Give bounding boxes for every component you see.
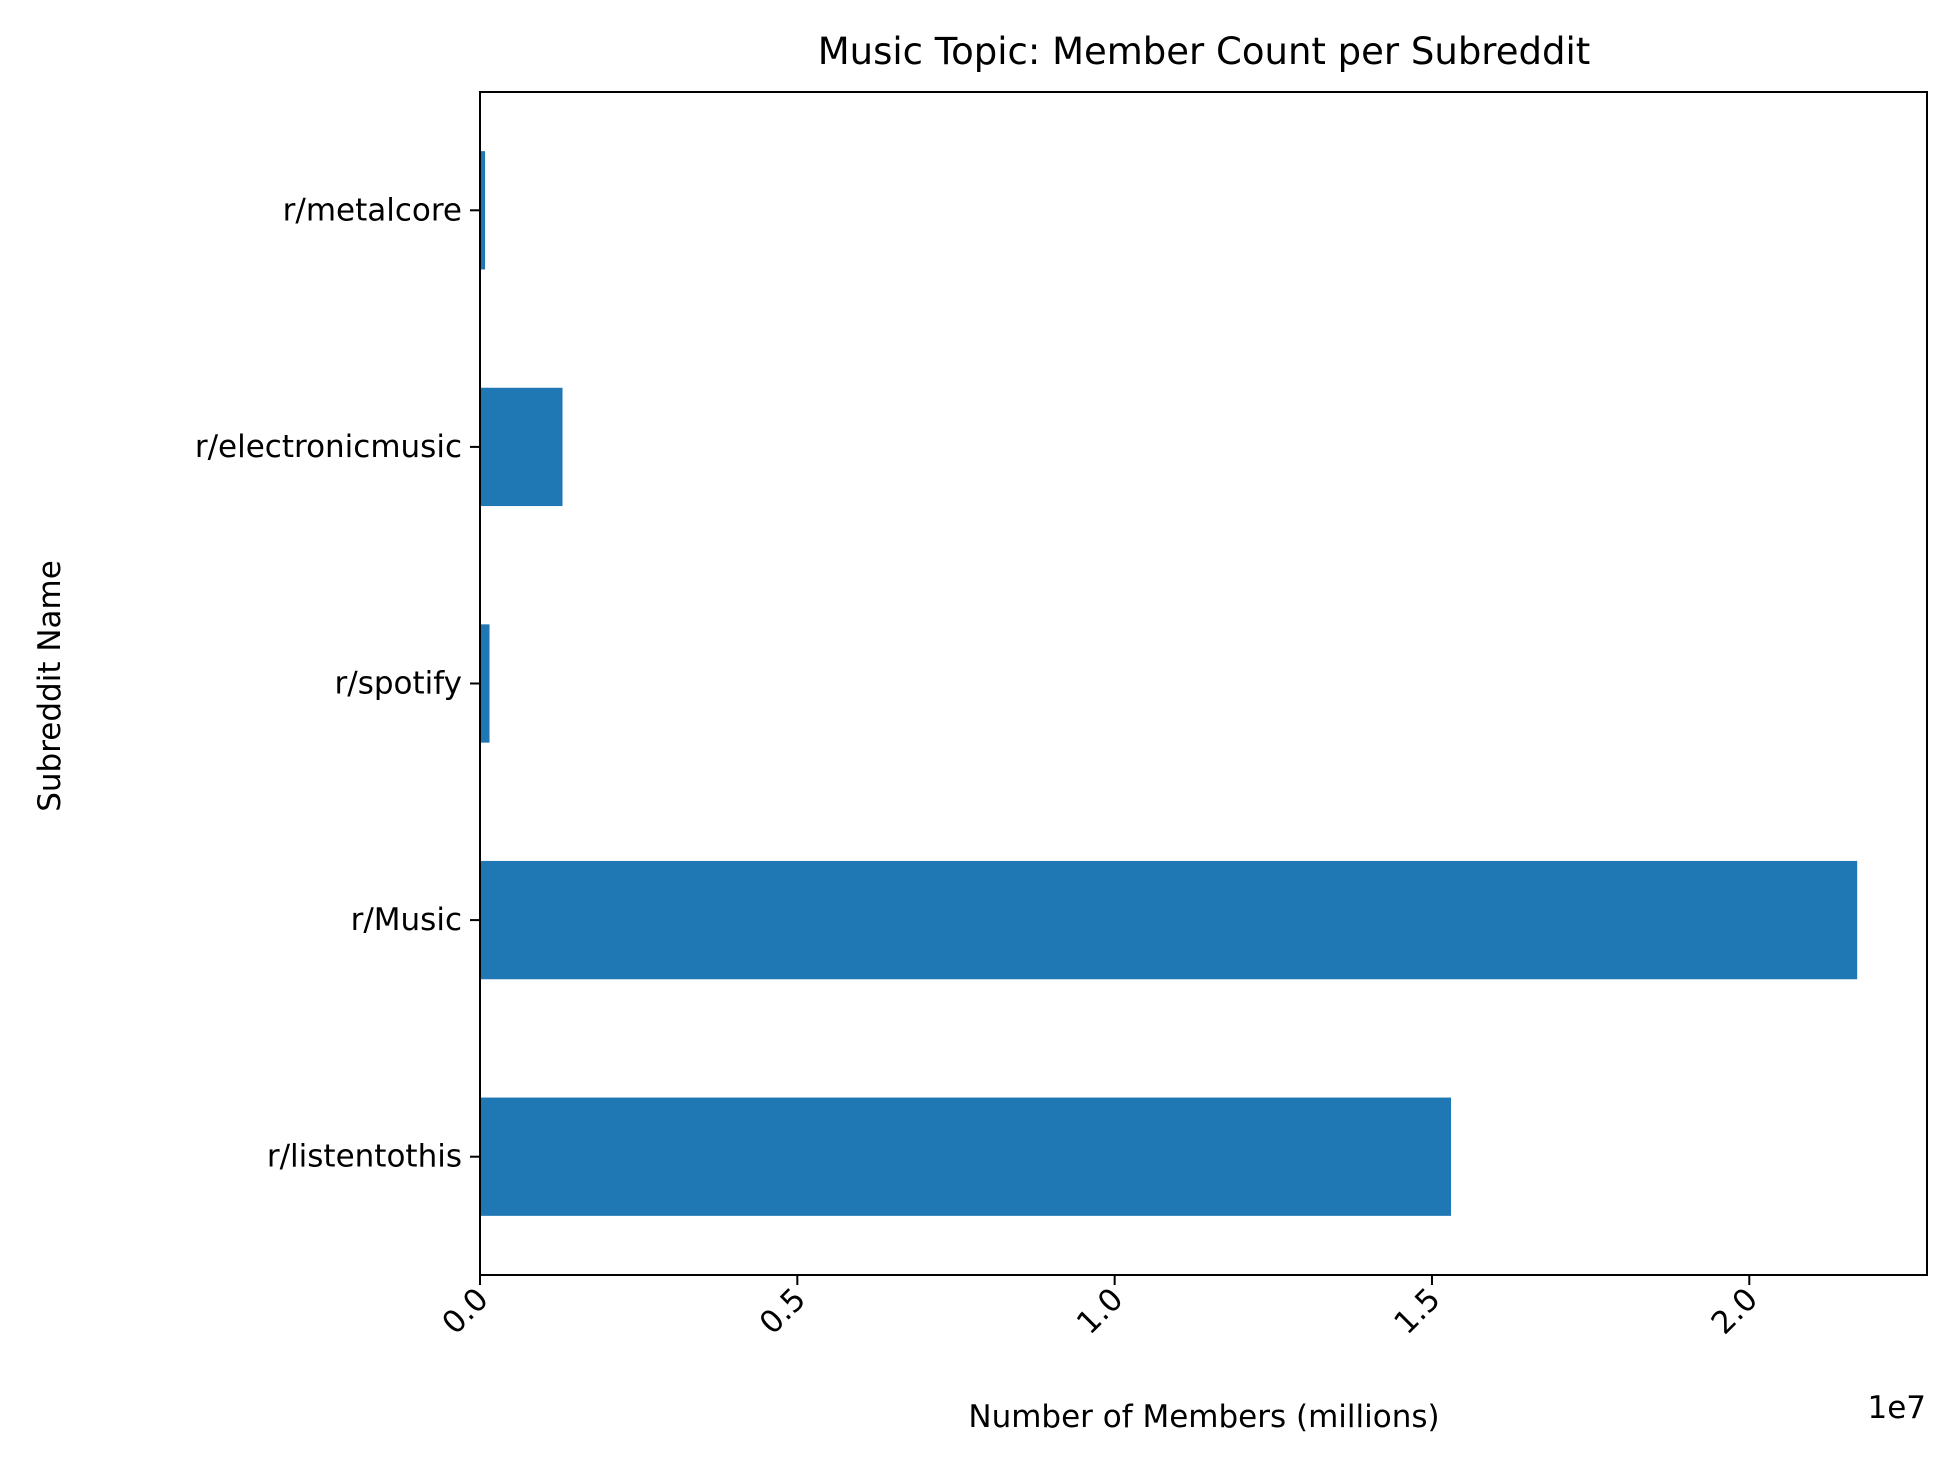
bar-r-music <box>480 860 1858 980</box>
y-tick-label: r/listentothis <box>267 1139 462 1175</box>
chart-title: Music Topic: Member Count per Subreddit <box>818 30 1590 73</box>
bar-r-electronicmusic <box>480 387 563 507</box>
bar-r-metalcore <box>480 151 486 270</box>
bar-r-spotify <box>480 624 490 743</box>
bar-r-listentothis <box>480 1097 1452 1216</box>
y-tick-label: r/electronicmusic <box>195 429 462 465</box>
bars-group <box>480 151 1858 1216</box>
y-ticks-group: r/listentothis r/Music r/spotify r/electron… <box>195 192 480 1175</box>
y-tick-label: r/Music <box>351 902 462 938</box>
y-tick-label: r/spotify <box>335 666 462 702</box>
y-axis-label: Subreddit Name <box>32 560 68 812</box>
x-axis-label: Number of Members (millions) <box>968 1399 1439 1435</box>
y-tick-label: r/metalcore <box>283 192 462 228</box>
x-axis-offset-text: 1e7 <box>1867 1390 1926 1426</box>
plot-frame <box>479 91 1928 1276</box>
